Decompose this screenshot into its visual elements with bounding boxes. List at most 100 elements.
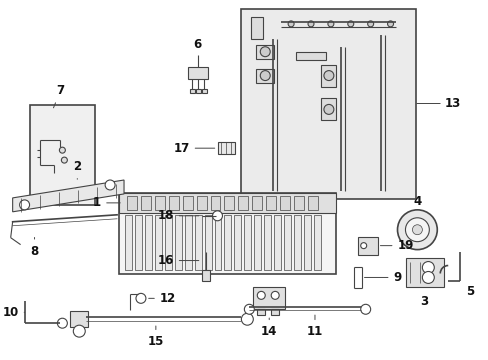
Text: 15: 15 bbox=[147, 326, 163, 348]
Bar bbox=[127, 196, 137, 210]
Bar bbox=[224, 196, 234, 210]
Bar bbox=[196, 196, 206, 210]
Bar bbox=[257, 309, 264, 315]
Text: 13: 13 bbox=[443, 97, 460, 110]
Bar bbox=[144, 215, 152, 270]
Bar bbox=[135, 215, 142, 270]
Circle shape bbox=[212, 211, 222, 221]
Bar bbox=[265, 196, 276, 210]
Bar bbox=[295, 52, 325, 60]
Bar bbox=[307, 196, 317, 210]
Bar bbox=[253, 287, 285, 309]
Bar bbox=[224, 215, 231, 270]
Text: 11: 11 bbox=[306, 315, 323, 338]
Bar bbox=[164, 215, 171, 270]
Bar bbox=[189, 89, 194, 94]
Bar bbox=[119, 193, 335, 213]
Bar bbox=[244, 215, 251, 270]
Bar bbox=[357, 237, 377, 255]
Bar bbox=[256, 69, 274, 82]
Circle shape bbox=[20, 200, 29, 210]
Circle shape bbox=[323, 71, 333, 81]
Text: 16: 16 bbox=[157, 254, 199, 267]
Bar bbox=[168, 196, 178, 210]
Bar bbox=[194, 215, 201, 270]
Circle shape bbox=[260, 47, 270, 57]
Circle shape bbox=[244, 304, 254, 314]
Bar bbox=[241, 9, 416, 199]
Text: 8: 8 bbox=[30, 238, 39, 258]
Bar bbox=[304, 215, 310, 270]
Bar bbox=[313, 215, 320, 270]
Circle shape bbox=[327, 21, 333, 27]
Bar bbox=[320, 65, 335, 86]
Circle shape bbox=[287, 21, 293, 27]
Circle shape bbox=[57, 318, 67, 328]
Bar bbox=[155, 196, 164, 210]
Text: 19: 19 bbox=[380, 239, 413, 252]
Text: 9: 9 bbox=[364, 271, 401, 284]
Circle shape bbox=[260, 71, 270, 81]
Bar bbox=[252, 196, 262, 210]
Text: 3: 3 bbox=[420, 295, 427, 309]
Text: 1: 1 bbox=[93, 196, 120, 210]
Bar bbox=[214, 215, 221, 270]
Circle shape bbox=[136, 293, 145, 303]
Bar bbox=[293, 215, 301, 270]
Bar bbox=[251, 17, 263, 39]
Circle shape bbox=[347, 21, 353, 27]
Bar bbox=[201, 89, 206, 94]
Text: 5: 5 bbox=[465, 285, 473, 298]
Circle shape bbox=[59, 147, 65, 153]
Circle shape bbox=[405, 218, 428, 242]
Circle shape bbox=[422, 262, 433, 274]
Text: 17: 17 bbox=[173, 142, 214, 155]
Circle shape bbox=[367, 21, 373, 27]
Bar bbox=[284, 215, 290, 270]
Text: 6: 6 bbox=[193, 38, 202, 51]
Circle shape bbox=[61, 157, 67, 163]
Polygon shape bbox=[13, 180, 124, 212]
Circle shape bbox=[241, 313, 253, 325]
Circle shape bbox=[387, 21, 393, 27]
Bar bbox=[70, 311, 88, 327]
Bar bbox=[125, 215, 132, 270]
Bar bbox=[119, 193, 335, 274]
Bar bbox=[183, 196, 192, 210]
Circle shape bbox=[411, 225, 422, 235]
Bar bbox=[274, 215, 281, 270]
Bar bbox=[406, 257, 443, 287]
Circle shape bbox=[323, 104, 333, 114]
Bar bbox=[201, 270, 209, 282]
Text: 10: 10 bbox=[2, 306, 24, 319]
Bar bbox=[320, 98, 335, 120]
Circle shape bbox=[360, 304, 370, 314]
Bar bbox=[293, 196, 304, 210]
Bar bbox=[238, 196, 248, 210]
Bar bbox=[264, 215, 271, 270]
Bar bbox=[195, 89, 200, 94]
Circle shape bbox=[73, 325, 85, 337]
Bar bbox=[234, 215, 241, 270]
Bar bbox=[217, 142, 235, 154]
Text: 7: 7 bbox=[53, 85, 64, 108]
Text: 18: 18 bbox=[157, 209, 199, 222]
Bar bbox=[256, 45, 274, 59]
Bar bbox=[174, 215, 182, 270]
Circle shape bbox=[422, 271, 433, 283]
Circle shape bbox=[360, 243, 366, 249]
Text: 12: 12 bbox=[148, 292, 176, 305]
Circle shape bbox=[307, 21, 313, 27]
Bar bbox=[254, 215, 261, 270]
Circle shape bbox=[257, 291, 264, 299]
Bar bbox=[187, 67, 207, 78]
Bar bbox=[280, 196, 289, 210]
Text: 14: 14 bbox=[261, 318, 277, 338]
Bar bbox=[210, 196, 220, 210]
Bar bbox=[271, 309, 279, 315]
Text: 4: 4 bbox=[412, 195, 421, 208]
Bar bbox=[29, 105, 95, 205]
Bar bbox=[184, 215, 191, 270]
Circle shape bbox=[397, 210, 436, 249]
Bar bbox=[155, 215, 162, 270]
